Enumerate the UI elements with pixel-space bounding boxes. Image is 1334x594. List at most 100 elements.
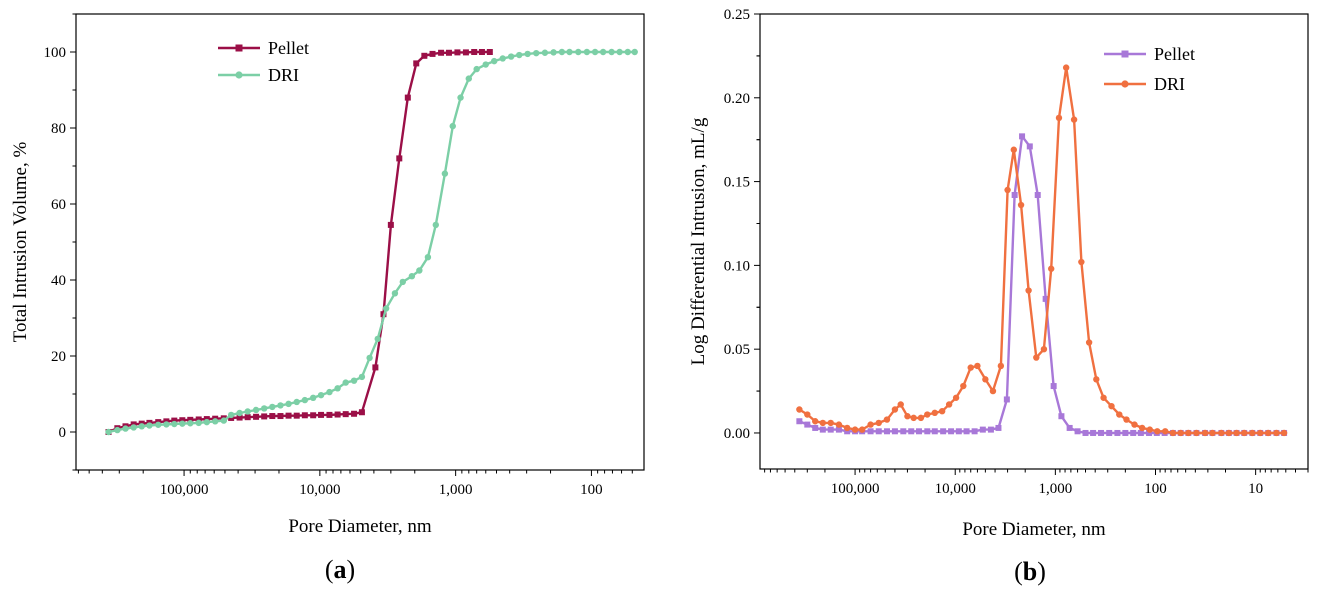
data-point: [575, 48, 582, 56]
data-point: [374, 335, 381, 343]
panel-label: (a): [325, 555, 355, 584]
series-line: [108, 50, 635, 434]
data-point: [424, 254, 432, 261]
data-point: [938, 407, 946, 415]
data-point: [1257, 429, 1264, 437]
y-tick-label: 0.25: [724, 7, 750, 23]
data-point: [163, 421, 170, 428]
data-point: [441, 170, 449, 177]
data-point: [1106, 429, 1113, 436]
data-point: [945, 401, 953, 408]
data-point: [1070, 116, 1078, 123]
data-point: [285, 412, 292, 419]
data-point: [955, 428, 962, 435]
data-point: [960, 382, 967, 390]
data-point: [1025, 287, 1032, 294]
data-point: [851, 426, 859, 433]
data-point: [285, 400, 292, 408]
data-point: [1138, 424, 1146, 432]
panel-label-open: (: [325, 555, 334, 584]
data-point: [995, 424, 1002, 431]
data-point: [358, 373, 366, 381]
data-point: [812, 418, 819, 425]
data-point: [1162, 428, 1169, 435]
data-point: [516, 51, 523, 59]
data-point: [326, 388, 333, 396]
data-point: [1201, 429, 1209, 437]
data-point: [1241, 429, 1248, 437]
data-point: [244, 408, 251, 415]
data-point: [220, 417, 227, 424]
data-point: [1034, 191, 1041, 198]
data-point: [844, 428, 851, 435]
data-point: [155, 421, 162, 428]
data-point: [211, 418, 219, 425]
legend-marker: [235, 44, 243, 52]
data-point: [244, 414, 251, 421]
data-point: [1017, 201, 1025, 209]
legend-entry: Pellet: [218, 38, 309, 58]
data-point: [819, 419, 827, 427]
y-tick-label: 20: [51, 349, 66, 365]
data-point: [904, 413, 911, 420]
data-point: [1137, 429, 1144, 436]
data-point: [195, 416, 202, 423]
data-point: [1048, 265, 1055, 272]
x-tick-label: 100,000: [831, 481, 880, 497]
legend-label: Pellet: [268, 38, 309, 58]
data-point: [1058, 413, 1065, 420]
data-point: [804, 421, 811, 428]
data-point: [1193, 429, 1200, 437]
data-point: [974, 362, 981, 370]
data-point: [1055, 114, 1063, 122]
data-point: [796, 406, 803, 413]
data-point: [260, 405, 268, 412]
data-point: [924, 411, 931, 418]
data-point: [566, 48, 573, 56]
data-point: [843, 424, 851, 432]
data-point: [372, 364, 379, 371]
data-point: [1114, 429, 1121, 436]
data-point: [187, 420, 194, 427]
data-point: [179, 417, 186, 424]
data-point: [940, 428, 947, 435]
data-point: [1177, 429, 1184, 437]
data-point: [301, 412, 308, 419]
data-point: [631, 48, 638, 56]
data-point: [812, 424, 819, 431]
data-point: [396, 155, 403, 162]
data-point: [624, 48, 631, 56]
data-point: [1004, 186, 1011, 194]
data-point: [277, 402, 284, 409]
y-tick-label: 0.20: [724, 91, 750, 107]
legend-entry: Pellet: [1104, 44, 1195, 64]
data-point: [915, 428, 922, 435]
y-tick-label: 0: [59, 425, 67, 441]
data-point: [900, 428, 907, 435]
data-point: [342, 411, 349, 418]
data-point: [1108, 402, 1115, 410]
data-point: [408, 273, 416, 280]
data-point: [1273, 429, 1280, 437]
plot-frame: [75, 13, 645, 471]
data-point: [342, 379, 349, 386]
data-point: [334, 385, 341, 392]
data-point: [507, 53, 515, 60]
data-point: [130, 424, 137, 431]
series-dri: [105, 48, 638, 436]
data-point: [858, 426, 866, 433]
series-line: [798, 135, 1285, 435]
data-point: [445, 49, 452, 56]
data-point: [1074, 428, 1081, 435]
data-point: [1146, 429, 1153, 436]
data-point: [971, 428, 978, 435]
data-point: [987, 426, 994, 433]
y-tick-label: 0.05: [724, 342, 750, 358]
data-point: [114, 426, 121, 434]
data-point: [486, 49, 493, 55]
data-point: [897, 401, 904, 408]
data-point: [269, 403, 276, 411]
data-point: [558, 48, 566, 56]
data-point: [917, 414, 925, 422]
